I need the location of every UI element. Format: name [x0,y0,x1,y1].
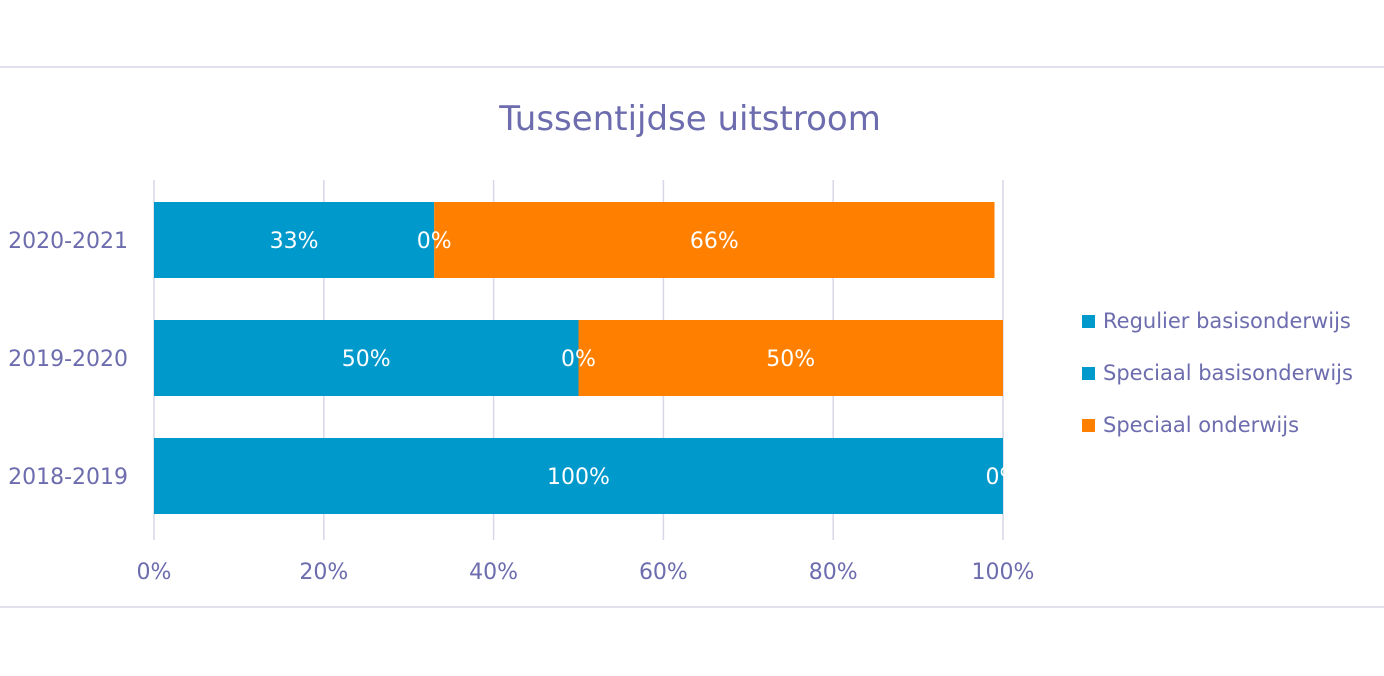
category-label: 2018-2019 [8,465,128,490]
bar-data-label: 100% [547,465,610,490]
legend-swatch [1082,367,1095,380]
bar-segment [434,202,995,278]
legend-swatch [1082,419,1095,432]
bar-data-label: 66% [690,229,739,254]
category-label: 2020-2021 [8,229,128,254]
legend: Regulier basisonderwijs Speciaal basisond… [1082,309,1353,437]
legend-swatch [1082,315,1095,328]
category-axis: 2020-2021 2019-2020 2018-2019 [8,229,128,490]
bar-data-label: 50% [342,347,391,372]
value-axis: 0% 20% 40% 60% 80% 100% [137,560,1035,585]
bar-segment [154,202,435,278]
x-tick-label: 80% [809,560,858,585]
x-tick-label: 60% [639,560,688,585]
bars [154,202,1003,514]
bar-data-label: 0% [986,465,1021,490]
legend-label: Speciaal onderwijs [1103,413,1299,437]
x-tick-label: 40% [469,560,518,585]
bar-segment [578,320,1003,396]
chart-title: Tussentijdse uitstroom [498,99,881,139]
legend-label: Regulier basisonderwijs [1103,309,1351,333]
x-tick-label: 0% [137,560,172,585]
bar-data-label: 33% [270,229,319,254]
x-tick-label: 20% [299,560,348,585]
bar-segment [154,438,1003,514]
bar-data-label: 0% [561,347,596,372]
data-labels: 33% 0% 66% 50% 0% 50% 100% 0% [270,229,1021,490]
category-label: 2019-2020 [8,347,128,372]
bar-data-label: 0% [417,229,452,254]
legend-label: Speciaal basisonderwijs [1103,361,1353,385]
bar-data-label: 50% [766,347,815,372]
bar-segment [154,320,579,396]
x-tick-label: 100% [972,560,1035,585]
